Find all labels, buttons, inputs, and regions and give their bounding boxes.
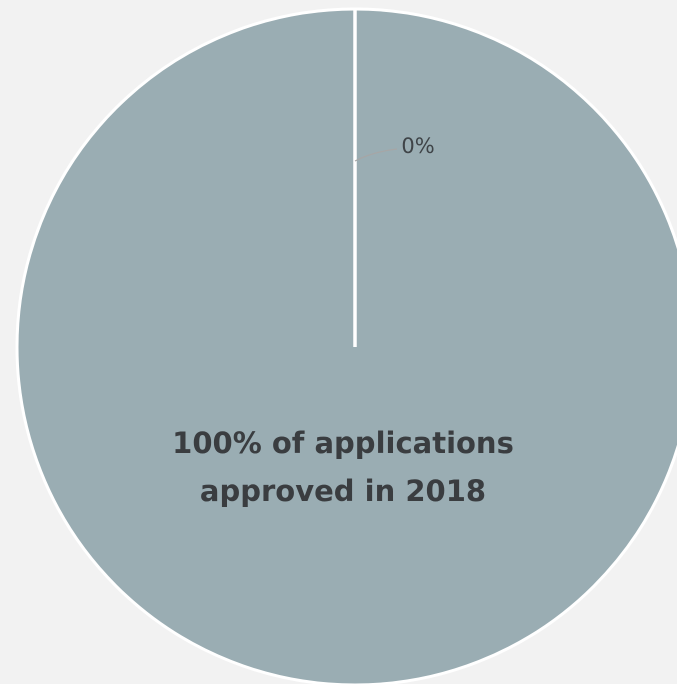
leader-line (354, 148, 398, 162)
slice-label-zero: 0% (401, 134, 434, 158)
pie-slice-approved (15, 7, 677, 684)
slice-label-main-line-1: 100% of applications (172, 426, 514, 460)
pie-slices (15, 7, 677, 684)
slice-label-main-line-2: approved in 2018 (200, 474, 486, 508)
